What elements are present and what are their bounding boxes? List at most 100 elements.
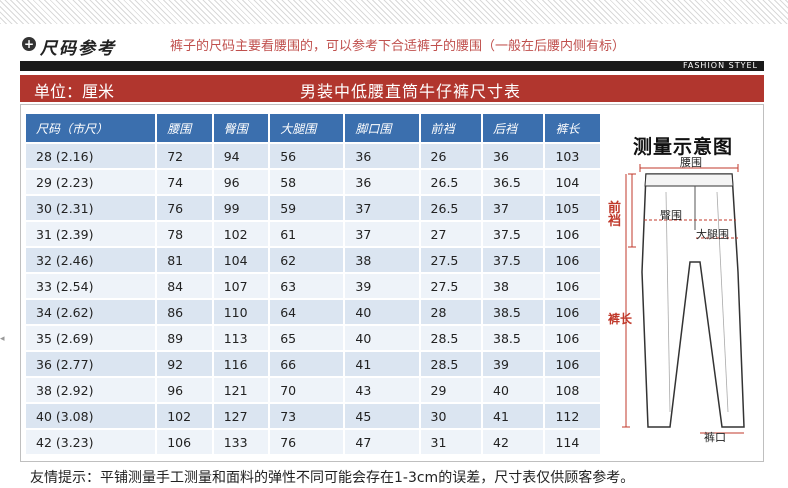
table-cell: 40 xyxy=(345,326,419,350)
table-row: 33 (2.54) 84 107 63 39 27.5 38 106 xyxy=(26,274,600,298)
table-cell: 56 xyxy=(270,144,344,168)
table-cell: 36.5 xyxy=(483,170,544,194)
table-cell: 40 xyxy=(345,300,419,324)
table-cell: 27.5 xyxy=(420,248,481,272)
decorative-hatch-band xyxy=(0,0,788,24)
table-cell: 36 xyxy=(345,144,419,168)
table-cell: 99 xyxy=(213,196,269,220)
table-cell: 28.5 xyxy=(420,352,481,376)
table-title: 男装中低腰直筒牛仔裤尺寸表 xyxy=(300,82,522,101)
table-cell: 73 xyxy=(270,404,344,428)
table-row: 31 (2.39) 78 102 61 37 27 37.5 106 xyxy=(26,222,600,246)
column-header: 大腿围 xyxy=(270,114,344,142)
table-cell: 38 xyxy=(483,274,544,298)
table-cell: 106 xyxy=(545,352,600,376)
table-cell: 38 (2.92) xyxy=(26,378,156,402)
table-cell: 108 xyxy=(545,378,600,402)
table-cell: 104 xyxy=(213,248,269,272)
diagram-title: 测量示意图 xyxy=(632,136,733,158)
column-header: 裤长 xyxy=(545,114,600,142)
table-cell: 38 xyxy=(345,248,419,272)
table-row: 32 (2.46) 81 104 62 38 27.5 37.5 106 xyxy=(26,248,600,272)
table-cell: 29 (2.23) xyxy=(26,170,156,194)
table-cell: 106 xyxy=(545,274,600,298)
table-cell: 133 xyxy=(213,430,269,454)
table-cell: 121 xyxy=(213,378,269,402)
column-header: 尺码（市尺） xyxy=(26,114,156,142)
table-cell: 107 xyxy=(213,274,269,298)
table-cell: 106 xyxy=(545,222,600,246)
front-rise-label: 前裆 xyxy=(608,201,622,229)
fashion-bar: FASHION STYEL xyxy=(20,61,764,71)
table-cell: 84 xyxy=(157,274,212,298)
table-cell: 33 (2.54) xyxy=(26,274,156,298)
table-cell: 94 xyxy=(213,144,269,168)
column-header: 腰围 xyxy=(157,114,212,142)
table-cell: 35 (2.69) xyxy=(26,326,156,350)
table-cell: 36 (2.77) xyxy=(26,352,156,376)
scroll-left-icon[interactable]: ◂ xyxy=(0,334,5,344)
plus-circle-icon: + xyxy=(22,37,36,51)
table-cell: 29 xyxy=(420,378,481,402)
table-cell: 96 xyxy=(213,170,269,194)
pants-diagram xyxy=(622,164,745,434)
table-cell: 39 xyxy=(345,274,419,298)
table-cell: 41 xyxy=(483,404,544,428)
table-cell: 72 xyxy=(157,144,212,168)
table-header-row: 尺码（市尺） 腰围 臀围 大腿围 脚口围 前裆 后裆 裤长 xyxy=(26,114,600,142)
table-cell: 43 xyxy=(345,378,419,402)
table-cell: 114 xyxy=(545,430,600,454)
table-cell: 65 xyxy=(270,326,344,350)
table-cell: 28 xyxy=(420,300,481,324)
table-cell: 105 xyxy=(545,196,600,220)
table-cell: 30 xyxy=(420,404,481,428)
table-cell: 59 xyxy=(270,196,344,220)
table-cell: 96 xyxy=(157,378,212,402)
size-reference-header: + 尺码参考 裤子的尺码主要看腰围的，可以参考下合适裤子的腰围（一般在后腰内侧有… xyxy=(0,24,788,62)
table-cell: 58 xyxy=(270,170,344,194)
thigh-label: 大腿围 xyxy=(696,228,729,241)
table-cell: 28 (2.16) xyxy=(26,144,156,168)
table-cell: 64 xyxy=(270,300,344,324)
table-cell: 40 (3.08) xyxy=(26,404,156,428)
table-cell: 37 xyxy=(345,222,419,246)
table-row: 29 (2.23) 74 96 58 36 26.5 36.5 104 xyxy=(26,170,600,194)
table-cell: 103 xyxy=(545,144,600,168)
table-cell: 66 xyxy=(270,352,344,376)
hip-label: 臀围 xyxy=(660,209,682,222)
table-cell: 26.5 xyxy=(420,196,481,220)
table-cell: 102 xyxy=(157,404,212,428)
table-cell: 39 xyxy=(483,352,544,376)
table-cell: 106 xyxy=(545,300,600,324)
table-row: 42 (3.23) 106 133 76 47 31 42 114 xyxy=(26,430,600,454)
table-cell: 28.5 xyxy=(420,326,481,350)
table-cell: 40 xyxy=(483,378,544,402)
footer-note: 友情提示：平铺测量手工测量和面料的弹性不同可能会存在1-3cm的误差，尺寸表仅供… xyxy=(30,470,635,486)
table-cell: 41 xyxy=(345,352,419,376)
table-cell: 78 xyxy=(157,222,212,246)
table-cell: 38.5 xyxy=(483,300,544,324)
table-row: 34 (2.62) 86 110 64 40 28 38.5 106 xyxy=(26,300,600,324)
table-cell: 89 xyxy=(157,326,212,350)
table-cell: 45 xyxy=(345,404,419,428)
table-cell: 74 xyxy=(157,170,212,194)
table-cell: 36 xyxy=(345,170,419,194)
table-cell: 42 (3.23) xyxy=(26,430,156,454)
table-cell: 38.5 xyxy=(483,326,544,350)
table-cell: 63 xyxy=(270,274,344,298)
table-cell: 92 xyxy=(157,352,212,376)
table-cell: 37 xyxy=(345,196,419,220)
table-cell: 31 xyxy=(420,430,481,454)
table-cell: 37 xyxy=(483,196,544,220)
table-row: 30 (2.31) 76 99 59 37 26.5 37 105 xyxy=(26,196,600,220)
column-header: 后裆 xyxy=(483,114,544,142)
table-cell: 62 xyxy=(270,248,344,272)
size-note: 裤子的尺码主要看腰围的，可以参考下合适裤子的腰围（一般在后腰内侧有标） xyxy=(170,39,626,54)
table-cell: 102 xyxy=(213,222,269,246)
table-cell: 86 xyxy=(157,300,212,324)
unit-label: 单位：厘米 xyxy=(34,82,115,101)
table-cell: 47 xyxy=(345,430,419,454)
table-cell: 37.5 xyxy=(483,248,544,272)
table-cell: 37.5 xyxy=(483,222,544,246)
table-cell: 106 xyxy=(545,326,600,350)
